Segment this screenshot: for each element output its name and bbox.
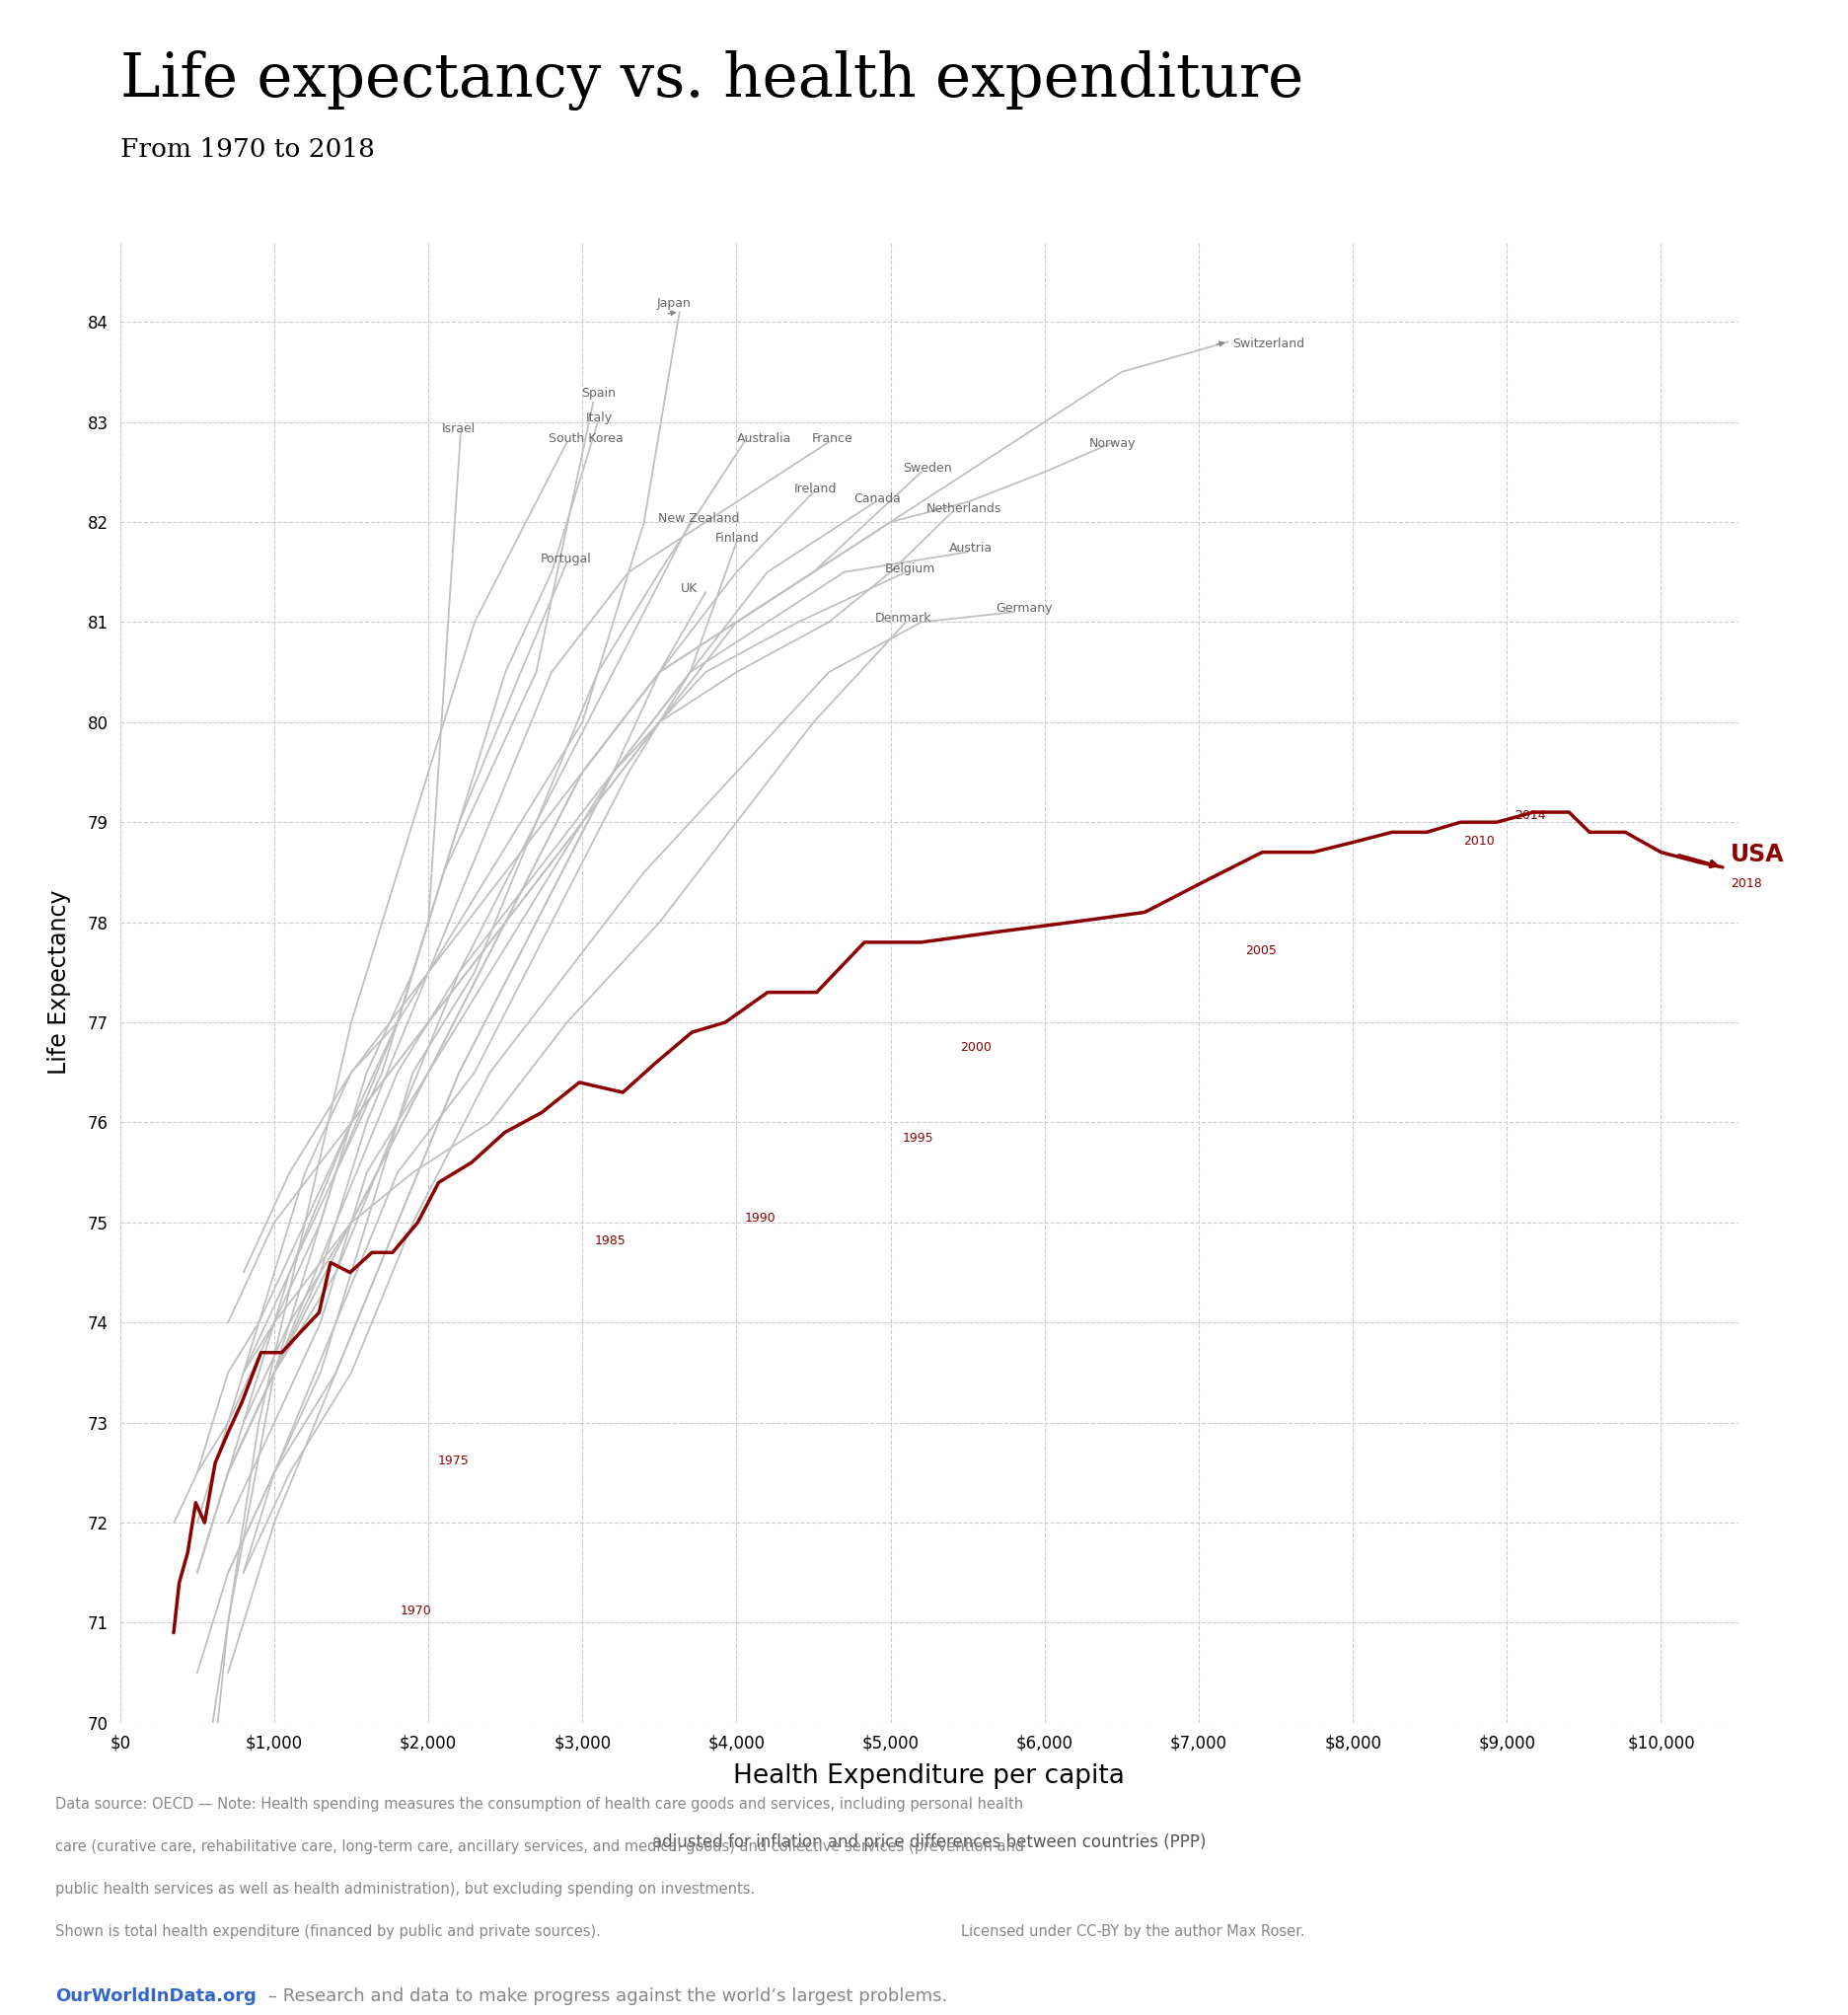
Text: 2014: 2014	[1514, 810, 1545, 822]
Text: 1975: 1975	[438, 1455, 469, 1467]
Text: Switzerland: Switzerland	[1233, 337, 1305, 351]
Text: Japan: Japan	[656, 296, 691, 310]
Text: in Data: in Data	[1654, 89, 1737, 107]
Text: Finland: Finland	[715, 532, 760, 544]
Text: New Zealand: New Zealand	[658, 512, 739, 526]
Text: 1970: 1970	[401, 1604, 432, 1618]
Text: Sweden: Sweden	[902, 461, 952, 476]
Text: 1995: 1995	[902, 1132, 933, 1145]
Text: Life expectancy vs. health expenditure: Life expectancy vs. health expenditure	[120, 50, 1303, 111]
Text: – Research and data to make progress against the world’s largest problems.: – Research and data to make progress aga…	[268, 1987, 946, 2005]
Text: OurWorldInData.org: OurWorldInData.org	[55, 1987, 257, 2005]
Text: USA: USA	[1730, 842, 1783, 866]
Text: 1990: 1990	[743, 1211, 774, 1225]
Text: care (curative care, rehabilitative care, long-term care, ancillary services, an: care (curative care, rehabilitative care…	[55, 1840, 1024, 1854]
Text: adjusted for inflation and price differences between countries (PPP): adjusted for inflation and price differe…	[652, 1834, 1205, 1852]
Text: Portugal: Portugal	[540, 552, 591, 564]
Text: Australia: Australia	[736, 431, 791, 445]
Text: Belgium: Belgium	[883, 562, 935, 574]
Text: From 1970 to 2018: From 1970 to 2018	[120, 137, 375, 161]
Text: Our World: Our World	[1637, 46, 1754, 66]
Text: 2018: 2018	[1730, 877, 1761, 891]
Text: South Korea: South Korea	[549, 431, 623, 445]
Text: Norway: Norway	[1088, 437, 1137, 449]
Text: Ireland: Ireland	[793, 482, 835, 496]
Text: Israel: Israel	[442, 421, 475, 435]
Text: public health services as well as health administration), but excluding spending: public health services as well as health…	[55, 1882, 754, 1896]
Text: Spain: Spain	[580, 387, 615, 399]
Text: Data source: OECD — Note: Health spending measures the consumption of health car: Data source: OECD — Note: Health spendin…	[55, 1797, 1024, 1811]
Text: 2010: 2010	[1464, 834, 1495, 846]
Text: Canada: Canada	[854, 492, 900, 506]
X-axis label: Health Expenditure per capita: Health Expenditure per capita	[734, 1763, 1124, 1789]
Text: Italy: Italy	[586, 411, 612, 423]
Text: 1985: 1985	[595, 1235, 626, 1247]
Text: Licensed under CC-BY by the author Max Roser.: Licensed under CC-BY by the author Max R…	[961, 1924, 1305, 1938]
Text: 2005: 2005	[1244, 945, 1275, 957]
Text: Netherlands: Netherlands	[926, 502, 1002, 516]
Text: UK: UK	[680, 582, 699, 594]
Text: Shown is total health expenditure (financed by public and private sources).: Shown is total health expenditure (finan…	[55, 1924, 601, 1938]
Y-axis label: Life Expectancy: Life Expectancy	[48, 891, 72, 1074]
Text: France: France	[811, 431, 852, 445]
Text: Austria: Austria	[948, 542, 992, 554]
Text: Germany: Germany	[994, 602, 1052, 615]
Text: 2000: 2000	[959, 1042, 991, 1054]
Text: Denmark: Denmark	[874, 613, 931, 625]
